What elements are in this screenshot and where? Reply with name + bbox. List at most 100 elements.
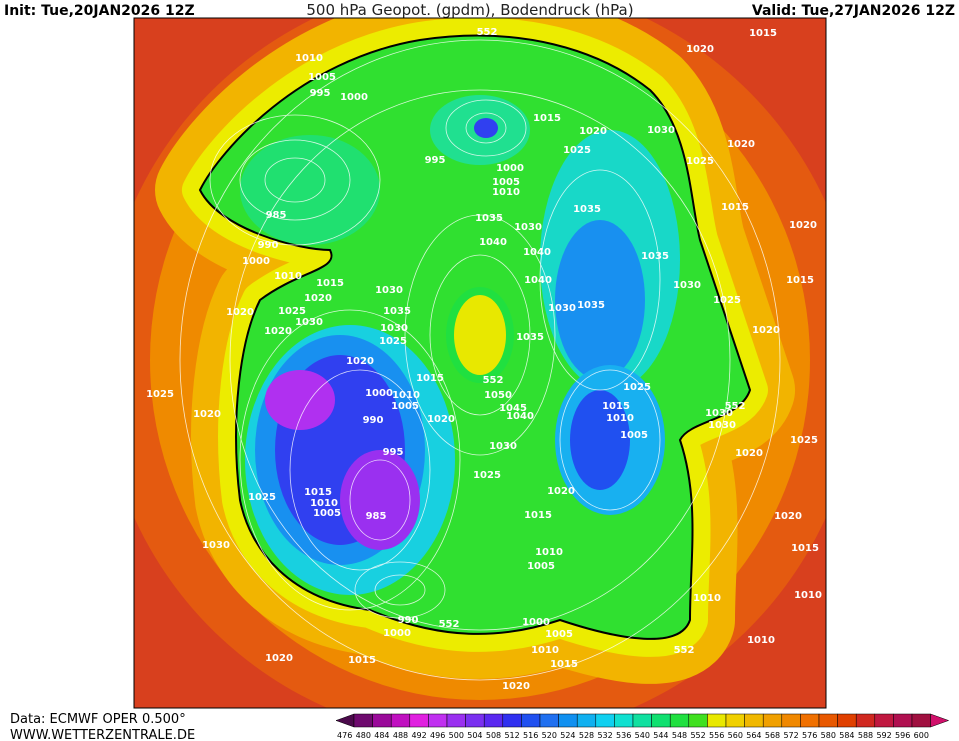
isobar-label: 1020 <box>193 409 221 420</box>
colorbar-label: 524 <box>560 731 575 740</box>
isobar-label: 1005 <box>620 430 648 441</box>
colorbar-label: 556 <box>709 731 724 740</box>
isobar-label: 1030 <box>673 280 701 291</box>
colorbar-label: 532 <box>597 731 612 740</box>
isobar-label: 1030 <box>489 441 517 452</box>
colorbar-label: 536 <box>616 731 631 740</box>
isobar-label: 1020 <box>774 511 802 522</box>
isobar-label: 1010 <box>693 593 721 604</box>
colorbar-box <box>614 713 634 728</box>
colorbar-box <box>465 713 485 728</box>
isobar-label: 1010 <box>310 498 338 509</box>
isobar-label: 1030 <box>295 317 323 328</box>
isobar-label: 1030 <box>705 408 733 419</box>
colorbar-label: 528 <box>579 731 594 740</box>
colorbar-box <box>521 713 541 728</box>
isobar-label: 1015 <box>304 487 332 498</box>
colorbar-box <box>390 713 411 728</box>
isobar-label: 1025 <box>379 336 407 347</box>
map-frame <box>133 17 827 709</box>
isobar-label: 1010 <box>794 590 822 601</box>
colorbar-box <box>874 713 894 728</box>
colorbar-box <box>837 713 857 728</box>
colorbar-label: 520 <box>542 731 557 740</box>
isobar-label: 1040 <box>523 247 551 258</box>
isobar-label: 1005 <box>492 177 520 188</box>
colorbar-label: 580 <box>821 731 836 740</box>
isobar-label: 1040 <box>479 237 507 248</box>
isobar-label: 995 <box>383 447 404 458</box>
isobar-label: 1005 <box>313 508 341 519</box>
isobar-label: 1010 <box>274 271 302 282</box>
colorbar-label: 564 <box>746 731 761 740</box>
colorbar-box <box>893 713 913 728</box>
isobar-label: 1030 <box>548 303 576 314</box>
data-source: Data: ECMWF OPER 0.500° <box>10 712 186 727</box>
colorbar-box <box>800 713 820 728</box>
isobar-label: 1025 <box>278 306 306 317</box>
colorbar-label: 548 <box>672 731 687 740</box>
isobar-label: 1015 <box>721 202 749 213</box>
isobar-label: 1035 <box>475 213 503 224</box>
isobar-label: 1000 <box>496 163 524 174</box>
isobar-label: 1030 <box>380 323 408 334</box>
init-text: Init: Tue,20JAN2026 12Z <box>4 3 195 19</box>
isobar-label: 1030 <box>202 540 230 551</box>
isobar-label: 552 <box>477 27 498 38</box>
isobar-label: 1020 <box>735 448 763 459</box>
colorbar-label: 544 <box>653 731 668 740</box>
isobar-label: 1015 <box>550 659 578 670</box>
isobar-label: 1020 <box>427 414 455 425</box>
isobar-label: 1035 <box>383 306 411 317</box>
isobar-label: 1045 <box>499 403 527 414</box>
isobar-label: 1050 <box>484 390 512 401</box>
isobar-label: 1030 <box>647 125 675 136</box>
colorbar-label: 488 <box>393 731 408 740</box>
isobar-label: 1020 <box>502 681 530 692</box>
colorbar-arrow <box>335 713 355 728</box>
colorbar-box <box>911 713 931 728</box>
colorbar-label: 496 <box>430 731 445 740</box>
isobar-label: 1025 <box>790 435 818 446</box>
isobar-label: 1020 <box>727 139 755 150</box>
isobar-label: 1025 <box>248 492 276 503</box>
isobar-label: 995 <box>425 155 446 166</box>
isobar-label: 1000 <box>383 628 411 639</box>
isobar-label: 1000 <box>522 617 550 628</box>
colorbar-label: 540 <box>635 731 650 740</box>
isobar-label: 1015 <box>416 373 444 384</box>
colorbar-label: 552 <box>690 731 705 740</box>
colorbar-box <box>855 713 876 728</box>
isobar-label: 1030 <box>514 222 542 233</box>
colorbar-arrow <box>930 713 950 728</box>
isobar-label: 1020 <box>789 220 817 231</box>
isobar-label: 1035 <box>573 204 601 215</box>
isobar-label: 1025 <box>686 156 714 167</box>
isobar-label: 1020 <box>686 44 714 55</box>
isobar-label: 1015 <box>524 510 552 521</box>
isobar-label: 1010 <box>492 187 520 198</box>
colorbar-label: 560 <box>728 731 743 740</box>
isobar-label: 1025 <box>623 382 651 393</box>
isobar-label: 1005 <box>527 561 555 572</box>
colorbar-label: 600 <box>914 731 929 740</box>
isobar-label: 1030 <box>708 420 736 431</box>
isobar-label: 1020 <box>579 126 607 137</box>
colorbar-label: 516 <box>523 731 538 740</box>
isobar-label: 990 <box>398 615 419 626</box>
colorbar-label: 596 <box>895 731 910 740</box>
colorbar-box <box>446 713 466 728</box>
colorbar-box <box>818 713 838 728</box>
colorbar-box <box>372 713 392 728</box>
isobar-label: 990 <box>363 415 384 426</box>
colorbar-box <box>558 713 578 728</box>
colorbar-box <box>353 713 373 728</box>
isobar-label: 990 <box>258 240 279 251</box>
colorbar-label: 476 <box>337 731 352 740</box>
isobar-label: 1025 <box>713 295 741 306</box>
isobar-label: 1020 <box>264 326 292 337</box>
colorbar-label: 592 <box>876 731 891 740</box>
isobar-label: 1035 <box>577 300 605 311</box>
